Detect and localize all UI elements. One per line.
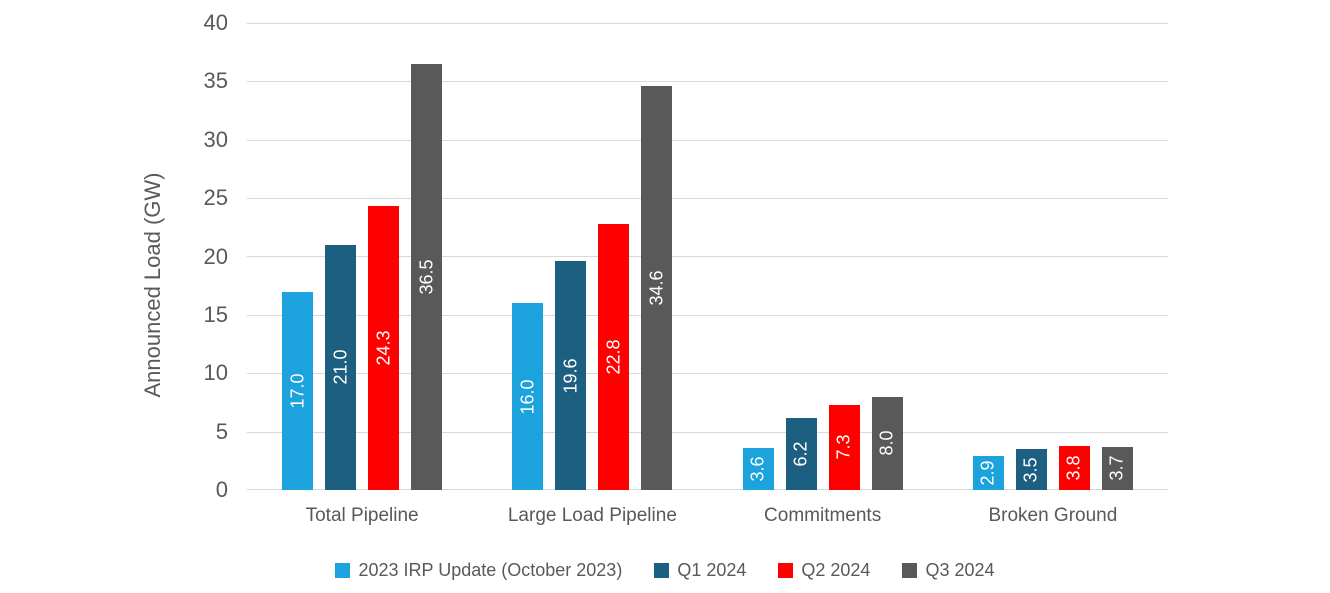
bar-value-label: 19.6 <box>560 358 581 394</box>
legend-item: Q2 2024 <box>778 560 870 581</box>
legend-label: Q2 2024 <box>801 559 871 580</box>
x-category-label: Commitments <box>764 505 882 526</box>
gridline <box>247 198 1168 199</box>
bar: 17.0 <box>282 291 314 490</box>
bar-groups: 17.0 21.0 24.3 36.5 16.0 19.6 22.8 34.6 3.6 6.2 7.… <box>247 23 1168 490</box>
bar-value-label: 3.6 <box>747 456 768 482</box>
gridline <box>247 81 1168 82</box>
x-category-label: Large Load Pipeline <box>507 505 677 526</box>
bar-value-label: 3.5 <box>1020 457 1041 483</box>
gridlines <box>247 23 1168 490</box>
bar: 7.3 <box>828 404 860 490</box>
bar: 24.3 <box>368 206 400 490</box>
gridline <box>247 23 1168 24</box>
bar: 16.0 <box>512 303 544 490</box>
legend-item: Q1 2024 <box>654 560 746 581</box>
bar-value-label: 2.9 <box>977 460 998 486</box>
y-tick-label: 40 <box>203 10 228 35</box>
bar: 36.5 <box>411 63 443 490</box>
gridline <box>247 140 1168 141</box>
bar-value-label: 16.0 <box>517 379 538 415</box>
gridline <box>247 489 1168 490</box>
legend-swatch <box>654 562 670 578</box>
x-category-label: Broken Ground <box>988 505 1118 526</box>
x-category-label: Total Pipeline <box>305 505 419 526</box>
gridline <box>247 373 1168 374</box>
bar-value-label: 3.8 <box>1063 455 1084 481</box>
bar-group: 16.0 19.6 22.8 34.6 <box>477 23 707 490</box>
legend-item: 2023 IRP Update (October 2023) <box>335 560 622 581</box>
bar-value-label: 7.3 <box>833 434 854 460</box>
bar: 34.6 <box>641 86 673 490</box>
legend-label: 2023 IRP Update (October 2023) <box>358 559 623 580</box>
gridline <box>247 432 1168 433</box>
gridline <box>247 256 1168 257</box>
bar-value-label: 36.5 <box>416 259 437 295</box>
legend-swatch <box>902 562 918 578</box>
y-tick-label: 35 <box>203 68 228 93</box>
y-tick-label: 30 <box>203 127 228 152</box>
bar: 3.6 <box>742 447 774 490</box>
bar-value-label: 8.0 <box>876 430 897 456</box>
bar-value-label: 21.0 <box>330 349 351 385</box>
y-tick-label: 0 <box>215 477 228 502</box>
y-tick-label: 20 <box>203 244 228 269</box>
y-tick-label: 10 <box>203 360 228 385</box>
legend-swatch <box>335 562 351 578</box>
legend: 2023 IRP Update (October 2023) Q1 2024 Q2 … <box>0 555 1330 585</box>
legend-label: Q1 2024 <box>677 559 747 580</box>
y-tick-label: 25 <box>203 185 228 210</box>
y-tick-label: 5 <box>215 419 228 444</box>
legend-label: Q3 2024 <box>925 559 995 580</box>
bar: 22.8 <box>598 223 630 490</box>
legend-swatch <box>778 562 794 578</box>
bar-group: 3.6 6.2 7.3 8.0 <box>708 23 938 490</box>
bar-value-label: 3.7 <box>1106 455 1127 481</box>
x-axis-category-labels: Total Pipeline Large Load Pipeline Commitm… <box>247 505 1168 527</box>
plot-area: 17.0 21.0 24.3 36.5 16.0 19.6 22.8 34.6 3.6 6.2 7.… <box>247 23 1168 490</box>
bar-value-label: 34.6 <box>646 270 667 306</box>
bar: 6.2 <box>785 417 817 490</box>
bar-value-label: 22.8 <box>603 339 624 375</box>
y-tick-label: 15 <box>203 302 228 327</box>
gridline <box>247 315 1168 316</box>
bar-value-label: 24.3 <box>373 330 394 366</box>
legend-item: Q3 2024 <box>902 559 995 581</box>
bar: 3.8 <box>1058 445 1090 490</box>
bar: 8.0 <box>871 396 903 490</box>
bar: 3.5 <box>1015 449 1047 490</box>
bar: 2.9 <box>972 456 1004 490</box>
bar-value-label: 17.0 <box>287 373 308 409</box>
bar: 3.7 <box>1101 446 1133 490</box>
bar-value-label: 6.2 <box>790 441 811 467</box>
bar-group: 17.0 21.0 24.3 36.5 <box>247 23 477 490</box>
bar-group: 2.9 3.5 3.8 3.7 <box>938 23 1168 490</box>
bar: 21.0 <box>325 244 357 490</box>
bar: 19.6 <box>555 261 587 490</box>
